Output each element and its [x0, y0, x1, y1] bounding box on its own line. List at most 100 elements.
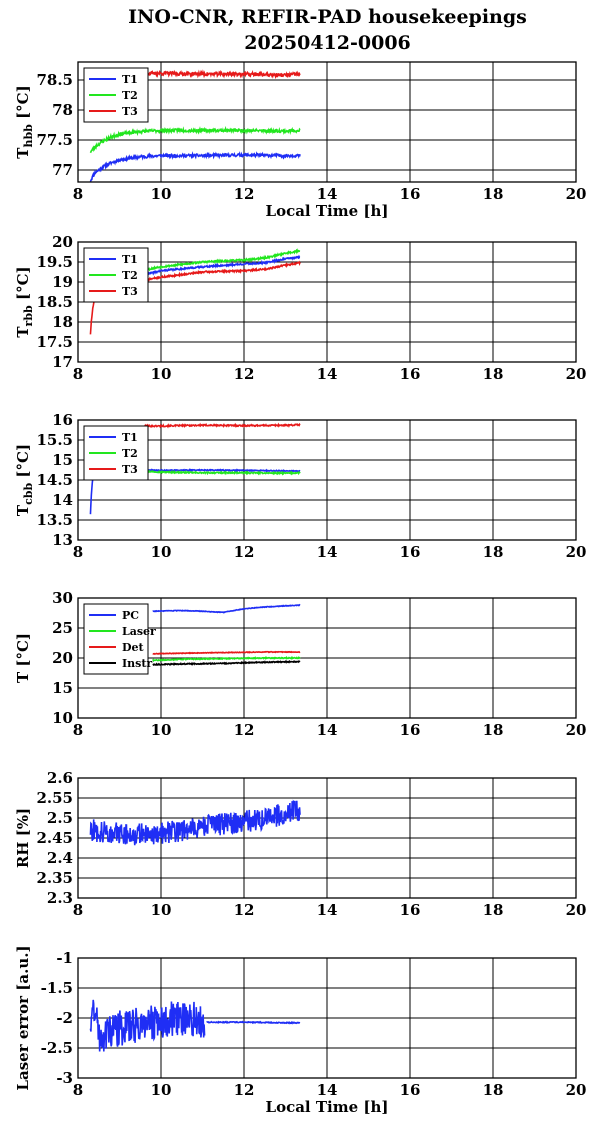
x-tick-label: 12: [234, 901, 255, 919]
series-group: [89, 422, 301, 515]
y-axis-label: Tcbb [°C]: [14, 444, 35, 516]
series-line-t2: [144, 469, 301, 476]
y-axis-label: T [°C]: [14, 633, 32, 683]
y-tick-label: 15.5: [36, 431, 73, 449]
x-axis-label: Local Time [h]: [266, 1098, 389, 1116]
legend-label: T2: [122, 269, 138, 282]
x-tick-label: 14: [317, 365, 338, 383]
x-tick-label: 16: [400, 185, 421, 203]
legend: PC Laser Det Instr: [83, 603, 156, 675]
x-tick-label: 20: [566, 901, 587, 919]
series-line: [89, 799, 301, 846]
series-line-t2: [144, 248, 301, 272]
x-tick-label: 20: [566, 543, 587, 561]
x-tick-label: 8: [73, 543, 83, 561]
series-line-pc: [152, 603, 301, 614]
x-tick-label: 8: [73, 1081, 83, 1099]
series-line-t1: [89, 151, 301, 182]
y-tick-label: 15: [52, 679, 73, 697]
x-tick-label: 8: [73, 901, 83, 919]
x-tick-label: 10: [151, 185, 172, 203]
series-line: [143, 260, 301, 282]
y-axis-label: Trbb [°C]: [14, 266, 35, 337]
chart-panel-1: 8 10 12 14 16 18 20 77 77.5 78 78.5 Local Time [h] T…: [14, 61, 587, 220]
legend-label: T3: [122, 285, 138, 298]
plot-frame: [77, 241, 577, 363]
y-tick-label: 2.35: [36, 869, 73, 887]
legend-label: T2: [122, 447, 138, 460]
y-tick-label: 17: [52, 353, 73, 371]
legend-label: T1: [122, 431, 138, 444]
figure-title-block: INO-CNR, REFIR-PAD housekeepings 2025041…: [0, 4, 595, 56]
series-line: [89, 999, 206, 1052]
x-tick-label: 16: [400, 365, 421, 383]
x-tick-label: 18: [483, 185, 504, 203]
legend-label: Laser: [122, 625, 156, 638]
legend-label: PC: [122, 609, 139, 622]
x-tick-label: 12: [234, 543, 255, 561]
series-line-laser: [152, 655, 301, 663]
x-tick-label: 14: [317, 901, 338, 919]
y-tick-label: 10: [52, 709, 73, 727]
x-tick-label: 16: [400, 1081, 421, 1099]
y-tick-label: -3: [56, 1069, 73, 1087]
legend: T1 T2 T3: [83, 67, 149, 123]
y-tick-label: 14.5: [36, 471, 73, 489]
x-tick-label: 20: [566, 721, 587, 739]
y-axis-label: RH [%]: [14, 808, 32, 868]
y-tick-label: 2.4: [47, 849, 73, 867]
y-tick-label: -1.5: [41, 979, 73, 997]
y-tick-label: 25: [52, 619, 73, 637]
plot-frame: [77, 597, 577, 719]
series-group: [89, 69, 301, 182]
legend-label: T3: [122, 463, 138, 476]
x-axis-label: Local Time [h]: [266, 202, 389, 220]
x-tick-label: 18: [483, 721, 504, 739]
x-tick-label: 16: [400, 901, 421, 919]
x-tick-label: 20: [566, 365, 587, 383]
y-tick-label: -2: [56, 1009, 73, 1027]
series-line-t3: [89, 299, 96, 335]
y-axis-label: Laser error [a.u.]: [14, 945, 32, 1090]
y-axis-label: Thbb [°C]: [14, 85, 35, 158]
chart-panel-6: 8 10 12 14 16 18 20 -3 -2.5 -2 -1.5 -1 Local Time [h…: [14, 945, 586, 1116]
x-tick-label: 10: [151, 1081, 172, 1099]
x-tick-label: 10: [151, 365, 172, 383]
y-tick-label: 18.5: [36, 293, 73, 311]
y-tick-label: -2.5: [41, 1039, 73, 1057]
x-tick-label: 10: [151, 721, 172, 739]
legend-label: Instr: [122, 657, 152, 670]
y-tick-label: 2.45: [36, 829, 73, 847]
x-tick-label: 12: [234, 185, 255, 203]
plot-frame: [77, 957, 577, 1079]
x-tick-label: 18: [483, 543, 504, 561]
legend-label: T2: [122, 89, 138, 102]
series-line-t3: [118, 69, 301, 80]
series-line-t3: [144, 422, 301, 429]
series-line-t1: [143, 254, 301, 277]
plot-frame: [77, 777, 577, 899]
x-tick-label: 20: [566, 1081, 587, 1099]
legend: T1 T2 T3: [83, 247, 149, 303]
y-tick-label: 2.3: [47, 889, 73, 907]
plot-frame: [77, 419, 577, 541]
y-tick-label: 20: [52, 233, 73, 251]
x-tick-label: 10: [151, 901, 172, 919]
figure-title: INO-CNR, REFIR-PAD housekeepings: [128, 6, 527, 28]
y-tick-label: 19.5: [36, 253, 73, 271]
x-tick-label: 20: [566, 185, 587, 203]
y-tick-label: 19: [52, 273, 73, 291]
legend-label: T3: [122, 105, 138, 118]
series-line: [144, 468, 301, 473]
chart-panel-5: 8 10 12 14 16 18 20 2.3 2.35 2.4 2.45 2.5 2.55 2.6 RH …: [14, 769, 586, 919]
legend-label: T1: [122, 253, 138, 266]
y-tick-label: 14: [52, 491, 73, 509]
y-tick-label: -1: [56, 949, 73, 967]
series-line-instr: [152, 660, 301, 666]
series-line-det: [152, 650, 301, 655]
series-line: [206, 1020, 301, 1025]
x-tick-label: 12: [234, 365, 255, 383]
series-group: [89, 248, 301, 335]
